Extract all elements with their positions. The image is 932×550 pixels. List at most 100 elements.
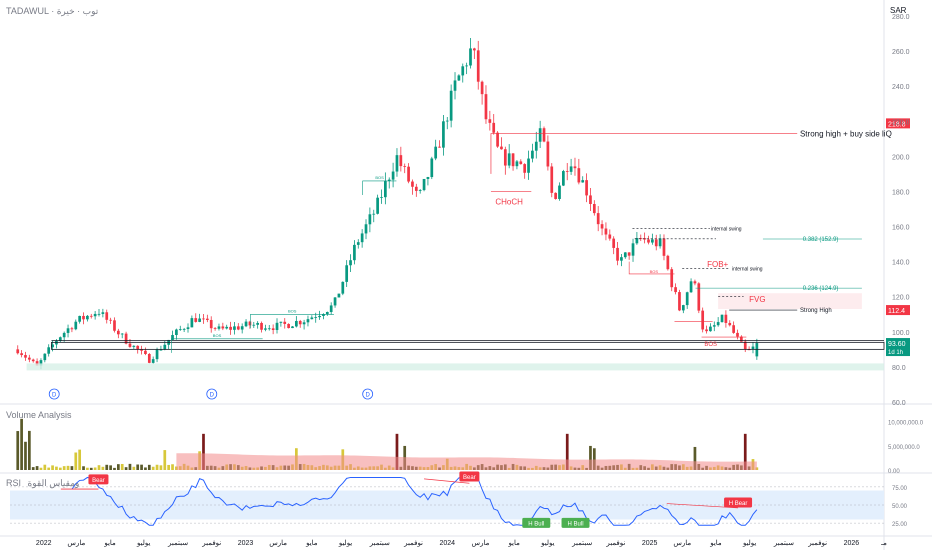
candle-body: [426, 177, 430, 179]
candle-body: [376, 197, 379, 214]
fob-label: FOB+: [707, 260, 728, 269]
candle-body: [144, 350, 147, 354]
marker-label: Bear: [463, 475, 476, 481]
candle-body: [105, 312, 109, 320]
candle-body: [314, 317, 318, 318]
strong-high-label: Strong High: [800, 308, 832, 314]
candle-body: [442, 121, 445, 148]
candle-body: [240, 326, 244, 330]
time-tick-label: مارس: [67, 539, 85, 547]
volume-bar: [70, 466, 74, 470]
marker-label: H Bear: [729, 501, 748, 507]
candle-body: [233, 326, 236, 330]
time-tick-label: سبتمبر: [773, 540, 794, 547]
candle-body: [89, 315, 93, 317]
volume-bar: [20, 418, 23, 470]
volume-average-area: [176, 453, 757, 470]
candle-body: [538, 128, 542, 142]
volume-bar: [74, 452, 78, 470]
volume-bar: [39, 467, 43, 470]
candle-body: [500, 146, 503, 150]
candle-body: [712, 325, 716, 327]
candle-body: [534, 141, 538, 151]
volume-bar: [124, 467, 128, 470]
volume-bar: [93, 467, 97, 470]
internal-swing-label: internal swing: [732, 267, 763, 273]
candle-body: [488, 119, 492, 123]
time-tick-label: مارس: [472, 539, 490, 547]
candle-body: [229, 326, 232, 330]
candle-body: [457, 75, 461, 81]
volume-bar: [128, 463, 132, 470]
bos-line: [628, 261, 675, 275]
candle-body: [453, 80, 457, 91]
candle-body: [198, 318, 201, 322]
fvg-label: FVG: [749, 295, 765, 304]
candle-body: [178, 329, 182, 330]
time-tick-label: سبتمبر: [369, 540, 390, 547]
fib-label: 0.236 (124.9): [803, 286, 839, 292]
time-tick-label: سبتمبر: [571, 540, 592, 547]
candle-body: [747, 349, 751, 351]
candle-body: [585, 180, 588, 196]
candle-body: [101, 312, 105, 314]
candle-body: [51, 344, 54, 348]
volume-bar: [136, 464, 140, 470]
candle-body: [523, 164, 527, 173]
price-tick-label: 180.0: [892, 189, 910, 196]
candle-body: [461, 66, 465, 76]
candle-body: [476, 50, 480, 82]
candle-body: [581, 180, 585, 183]
volume-bar: [109, 465, 112, 470]
candle-body: [353, 244, 356, 261]
candle-body: [496, 132, 499, 147]
candle-body: [291, 326, 294, 329]
candle-body: [175, 329, 178, 336]
symbol-header[interactable]: TADAWUL · توب · خيرة: [6, 6, 98, 17]
dividend-label: D: [52, 393, 57, 399]
candle-body: [403, 166, 407, 167]
candle-body: [411, 181, 414, 187]
candle-body: [554, 192, 557, 199]
candle-body: [248, 321, 252, 326]
price-tick-label: 140.0: [892, 260, 910, 267]
candle-body: [267, 328, 271, 330]
dividend-label: D: [210, 393, 215, 399]
price-tick-label: 200.0: [892, 154, 910, 161]
candle-body: [623, 252, 627, 258]
candle-body: [20, 353, 23, 356]
candle-body: [159, 349, 163, 351]
price-label-text: 93.60: [888, 341, 906, 348]
candle-body: [465, 65, 468, 67]
candle-body: [225, 326, 229, 329]
volume-bar: [755, 467, 759, 470]
candle-body: [306, 319, 310, 323]
price-label-box: [886, 338, 910, 357]
bear-marker: [459, 471, 480, 482]
candle-body: [236, 326, 240, 330]
symbol-text: TADAWUL: [6, 6, 49, 16]
bull-marker: [561, 517, 590, 528]
dividend-icon: [48, 388, 60, 400]
candle-body: [449, 90, 453, 121]
volume-bar: [693, 446, 697, 470]
candle-body: [360, 233, 364, 243]
price-tick-label: 240.0: [892, 84, 910, 91]
candle-body: [186, 327, 190, 329]
candle-body: [716, 322, 720, 326]
volume-bar: [395, 433, 399, 470]
symbol-name: · توب · خيرة: [51, 6, 99, 16]
rsi-tick-label: 50.00: [892, 504, 908, 510]
candle-body: [573, 166, 577, 169]
time-tick-label: نوفمبر: [403, 540, 423, 547]
volume-bar: [565, 433, 569, 470]
time-tick-label: يوليو: [136, 539, 150, 547]
candle-body: [751, 346, 755, 350]
price-label-sub: 1d 1h: [888, 350, 903, 356]
candle-body: [349, 260, 352, 266]
candle-body: [422, 178, 426, 191]
candle-body: [109, 319, 112, 321]
candle-body: [113, 320, 116, 331]
candle-body: [190, 318, 194, 328]
